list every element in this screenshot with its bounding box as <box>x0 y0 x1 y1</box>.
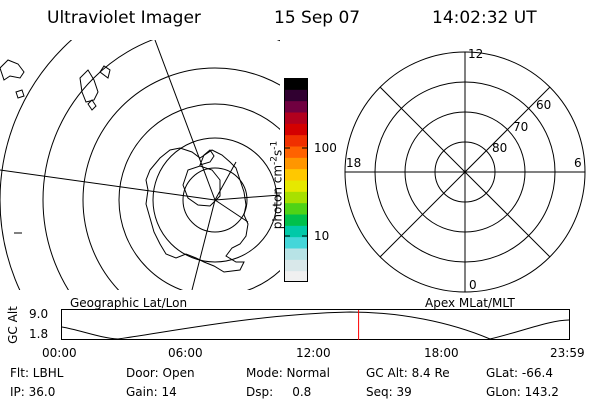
altitude-curve <box>61 311 570 340</box>
colorbar-segment <box>284 236 308 249</box>
coastline <box>199 149 215 166</box>
timeline-tick-1200: 12:00 <box>296 346 331 360</box>
timeline-ymax: 9.0 <box>29 307 49 321</box>
timeline-tick-2359: 23:59 <box>550 346 585 360</box>
colorbar-segment <box>284 134 308 147</box>
colorbar-tick-10: 10 <box>314 229 330 243</box>
coastline <box>99 65 111 79</box>
mlt-label-0: 0 <box>469 278 477 292</box>
info-seq: Seq: 39 <box>366 385 412 399</box>
colorbar-segment <box>284 157 308 170</box>
colorbar-segment <box>284 168 308 181</box>
meridian-line <box>214 161 237 201</box>
colorbar-segment <box>284 214 308 226</box>
latitude-circle <box>0 40 73 290</box>
colorbar-segment <box>284 146 308 158</box>
info-dsp: Dsp: 0.8 <box>246 385 312 399</box>
mlat-label-80: 80 <box>492 141 508 155</box>
colorbar-segment <box>284 248 308 260</box>
info-mode: Mode: Normal <box>246 366 330 380</box>
timeline-tick-1800: 18:00 <box>424 346 459 360</box>
polar-caption: Apex MLat/MLT <box>425 296 515 310</box>
colorbar-segment <box>284 100 308 113</box>
meridian-line <box>191 199 216 290</box>
geographic-map <box>0 40 280 290</box>
mlt-label-12: 12 <box>468 47 484 61</box>
colorbar <box>284 78 308 282</box>
info-gc-alt: GC Alt: 8.4 Re <box>366 366 450 380</box>
polar-plot <box>344 51 586 293</box>
time-label: 14:02:32 UT <box>432 8 537 28</box>
latitude-circle <box>42 40 280 290</box>
colorbar-segment <box>284 270 308 282</box>
colorbar-segment <box>284 123 308 136</box>
meridian-line <box>214 199 249 223</box>
timeline-axis-label: GC Alt <box>5 306 20 344</box>
colorbar-segment <box>284 259 308 272</box>
colorbar-segment <box>284 202 308 215</box>
coastline <box>87 99 97 111</box>
geographic-caption: Geographic Lat/Lon <box>70 296 188 310</box>
coastline <box>79 69 99 103</box>
latitude-circle <box>118 103 280 290</box>
colorbar-segment <box>284 112 308 124</box>
timeline-tick-0000: 00:00 <box>42 346 77 360</box>
colorbar-segment <box>284 225 308 238</box>
meridian-line <box>154 40 216 201</box>
coastline <box>15 89 25 99</box>
mlat-label-70: 70 <box>513 120 529 134</box>
coastline <box>145 147 249 273</box>
latitude-circle <box>152 137 278 263</box>
meridian-line <box>214 194 280 201</box>
latitude-circle <box>182 167 248 233</box>
timeline-ymin: 1.8 <box>29 327 49 341</box>
timeline-tick-0600: 06:00 <box>168 346 203 360</box>
colorbar-segment <box>284 180 308 192</box>
mlat-label-60: 60 <box>536 98 552 112</box>
colorbar-unit-label: photon cm-2s-1 <box>269 140 285 230</box>
colorbar-segment <box>284 191 308 204</box>
altitude-timeline <box>61 309 570 340</box>
mlt-label-6: 6 <box>574 156 582 170</box>
date-label: 15 Sep 07 <box>274 8 361 28</box>
colorbar-segment <box>284 78 308 90</box>
info-glat: GLat: -66.4 <box>486 366 553 380</box>
info-filter: Flt: LBHL <box>10 366 64 380</box>
meridian-line <box>0 169 216 201</box>
coastline <box>0 59 25 81</box>
info-gain: Gain: 14 <box>126 385 177 399</box>
info-glon: GLon: 143.2 <box>486 385 559 399</box>
instrument-title: Ultraviolet Imager <box>47 8 201 28</box>
colorbar-segment <box>284 89 308 102</box>
info-ip: IP: 36.0 <box>10 385 56 399</box>
info-door: Door: Open <box>126 366 195 380</box>
mlt-label-18: 18 <box>346 156 362 170</box>
coastline <box>182 165 221 207</box>
latitude-circle <box>82 67 280 290</box>
colorbar-tick-100: 100 <box>314 141 337 155</box>
mlt-radial-line <box>379 86 551 258</box>
